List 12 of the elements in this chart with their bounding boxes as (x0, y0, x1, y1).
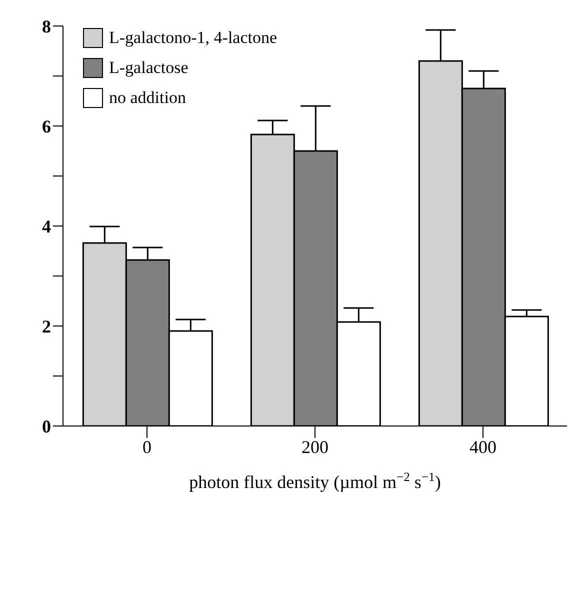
x-tick-label: 0 (142, 436, 152, 457)
y-tick-label: 4 (42, 216, 51, 236)
y-tick-label: 0 (42, 416, 51, 436)
y-tick-label: 2 (42, 316, 51, 336)
legend-label: no addition (109, 88, 186, 108)
x-tick-label: 200 (302, 436, 328, 457)
legend-label: L-galactose (109, 58, 188, 78)
legend-label: L-galactono-1, 4-lactone (109, 28, 278, 48)
x-axis-title: photon flux density (µmol m$^{−2}$ s$^{−1}$) (189, 470, 441, 492)
x-tick-label: 400 (470, 436, 496, 457)
y-tick-label: 8 (42, 16, 51, 36)
y-tick-label: 6 (42, 116, 51, 136)
